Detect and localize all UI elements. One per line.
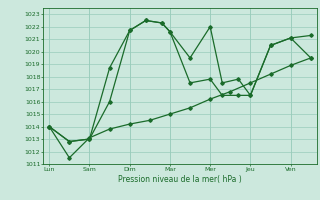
X-axis label: Pression niveau de la mer( hPa ): Pression niveau de la mer( hPa ) xyxy=(118,175,242,184)
